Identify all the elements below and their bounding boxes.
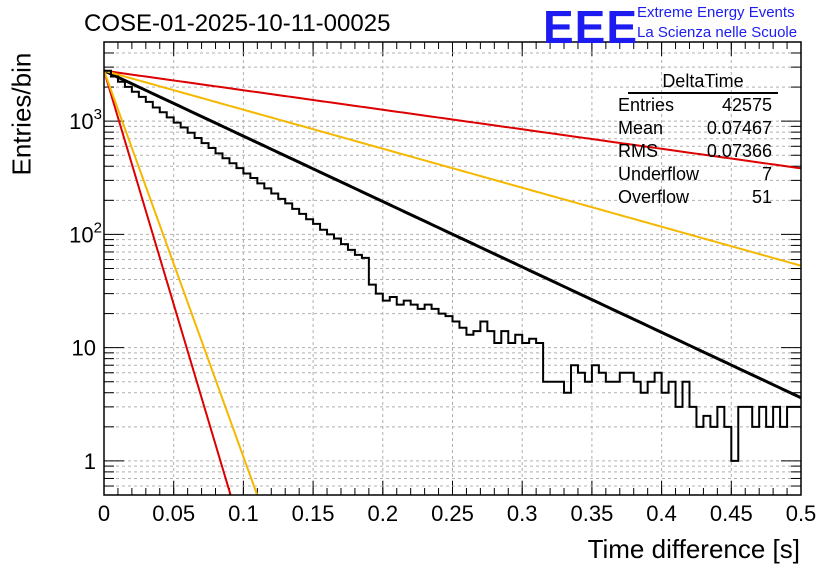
stats-row-entries: Entries 42575 <box>610 94 780 117</box>
y-tick-label: 102 <box>69 219 102 247</box>
x-tick-label: 0.25 <box>431 501 474 526</box>
stats-key: Underflow <box>618 164 700 184</box>
stats-value: 51 <box>751 187 772 207</box>
stats-value: 0.07366 <box>706 141 772 161</box>
histogram-series <box>104 69 801 462</box>
eee-logo: EEE <box>543 1 639 53</box>
x-tick-label: 0.15 <box>292 501 335 526</box>
x-tick-label: 0 <box>98 501 110 526</box>
x-tick-label: 0.2 <box>368 501 399 526</box>
stats-value: 7 <box>761 164 772 184</box>
x-tick-label: 0.1 <box>228 501 259 526</box>
x-tick-label: 0.4 <box>646 501 677 526</box>
y-tick-label: 10 <box>72 336 96 361</box>
stats-row-mean: Mean 0.07467 <box>610 117 780 140</box>
fit-line-upper-slow <box>104 69 801 170</box>
x-tick-label: 0.45 <box>710 501 753 526</box>
stats-key: Mean <box>618 118 664 138</box>
x-tick-label: 0.3 <box>507 501 538 526</box>
logo-line-1: Extreme Energy Events <box>637 4 795 21</box>
x-tick-label: 0.05 <box>152 501 195 526</box>
plot-frame <box>103 41 802 496</box>
x-tick-label: 0.5 <box>786 501 817 526</box>
x-tick-label: 0.35 <box>570 501 613 526</box>
stats-row-rms: RMS 0.07366 <box>610 140 780 163</box>
stats-title: DeltaTime <box>628 70 778 94</box>
y-axis-label: Entries/bin <box>6 52 37 176</box>
fit-line-fit <box>104 69 801 400</box>
fit-line-mid-fast <box>104 70 259 495</box>
logo-line-2: La Scienza nelle Scuole <box>637 24 798 41</box>
fit-line-upper-fast <box>104 70 232 495</box>
stats-value: 42575 <box>721 95 772 115</box>
stats-key: RMS <box>618 141 658 161</box>
stats-key: Overflow <box>618 187 690 207</box>
x-axis-label: Time difference [s] <box>587 534 800 564</box>
stats-row-underflow: Underflow 7 <box>610 163 780 186</box>
y-tick-label: 103 <box>69 106 102 134</box>
stats-box: DeltaTime Entries 42575 Mean 0.07467 RMS… <box>610 70 780 209</box>
fit-line-mid-slow <box>104 69 801 267</box>
stats-row-overflow: Overflow 51 <box>610 186 780 209</box>
chart-title: COSE-01-2025-10-11-00025 <box>84 10 391 37</box>
y-tick-label: 1 <box>84 449 96 474</box>
stats-value: 0.07467 <box>706 118 772 138</box>
stats-key: Entries <box>618 95 675 115</box>
